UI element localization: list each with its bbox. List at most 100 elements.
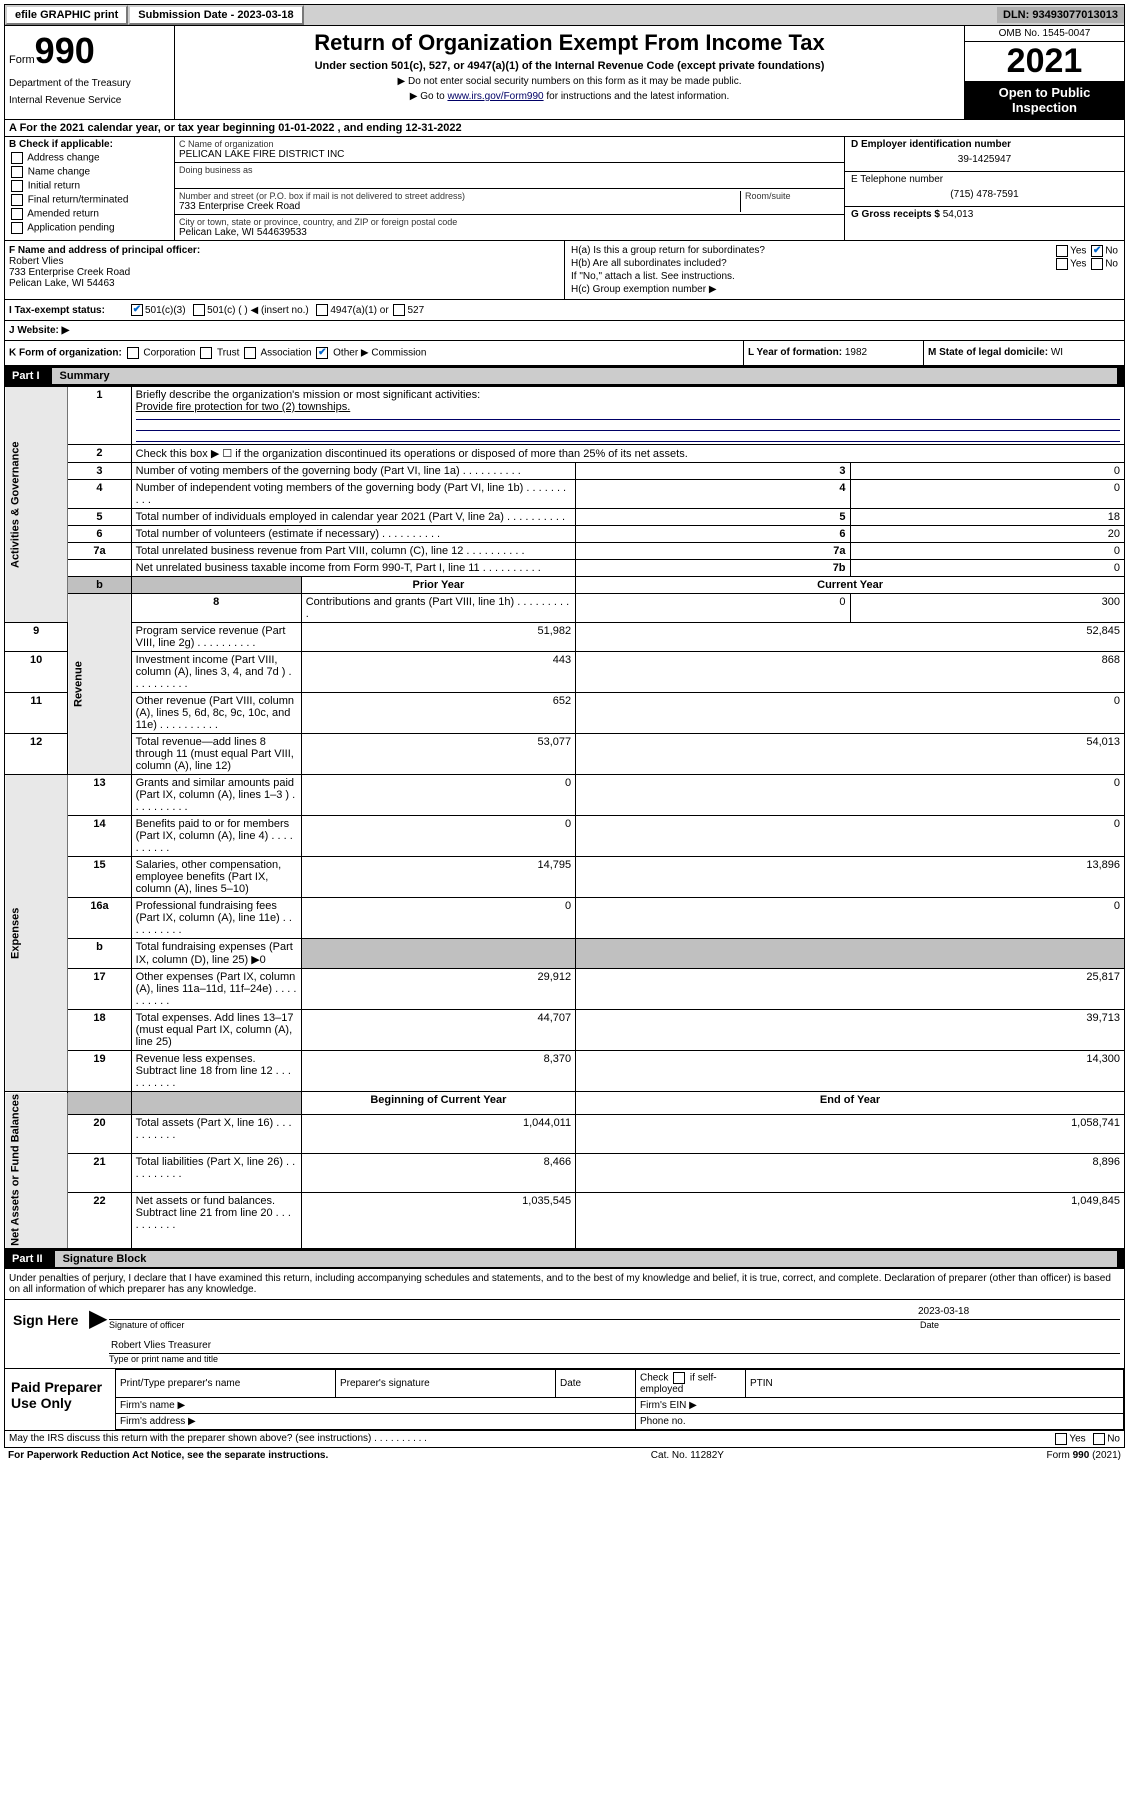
cb-527[interactable]: [393, 304, 405, 316]
form-header: Form990 Department of the Treasury Inter…: [4, 26, 1125, 120]
instr-pre: ▶ Go to: [410, 91, 448, 102]
city-state-zip: Pelican Lake, WI 544639533: [179, 227, 840, 238]
net-line-22: Net assets or fund balances. Subtract li…: [131, 1193, 301, 1248]
dln-label: DLN: 93493077013013: [997, 7, 1124, 23]
cb-name-change[interactable]: Name change: [9, 166, 170, 178]
year-formation-label: L Year of formation:: [748, 347, 842, 358]
part-2-title: Signature Block: [55, 1251, 1117, 1267]
gov-line-6: Total number of volunteers (estimate if …: [131, 526, 575, 543]
dba-label: Doing business as: [179, 165, 840, 175]
officer-street: 733 Enterprise Creek Road: [9, 267, 560, 278]
cb-final-return[interactable]: Final return/terminated: [9, 194, 170, 206]
paid-preparer-label: Paid Preparer Use Only: [5, 1369, 115, 1430]
rev-line-12: Total revenue—add lines 8 through 11 (mu…: [131, 734, 301, 775]
cb-501c[interactable]: [193, 304, 205, 316]
section-k-l-m: K Form of organization: Corporation Trus…: [4, 341, 1125, 366]
tax-exempt-label: I Tax-exempt status:: [9, 305, 129, 316]
officer-city: Pelican Lake, WI 54463: [9, 278, 560, 289]
cb-501c3[interactable]: [131, 304, 143, 316]
discuss-no[interactable]: [1093, 1433, 1105, 1445]
ha-no[interactable]: [1091, 245, 1103, 257]
street-label: Number and street (or P.O. box if mail i…: [179, 191, 740, 201]
preparer-date-hdr: Date: [556, 1369, 636, 1397]
ha-label: H(a) Is this a group return for subordin…: [571, 245, 765, 256]
exp-line-14: Benefits paid to or for members (Part IX…: [131, 816, 301, 857]
cb-initial-return[interactable]: Initial return: [9, 180, 170, 192]
org-name-label: C Name of organization: [179, 139, 840, 149]
discuss-yes[interactable]: [1055, 1433, 1067, 1445]
phone-label: E Telephone number: [851, 174, 1118, 185]
tax-year: 2021: [965, 42, 1124, 81]
ptin-hdr: PTIN: [746, 1369, 1124, 1397]
cb-corp[interactable]: [127, 347, 139, 359]
ein-label: D Employer identification number: [851, 139, 1118, 150]
prior-year-hdr: Prior Year: [301, 577, 575, 594]
cb-other[interactable]: [316, 347, 328, 359]
cb-amended-return[interactable]: Amended return: [9, 208, 170, 220]
part-1-label: Part I: [12, 370, 48, 382]
form-org-label: K Form of organization:: [9, 348, 122, 359]
signer-name: Robert Vlies Treasurer: [111, 1340, 211, 1351]
section-b: B Check if applicable: Address change Na…: [5, 137, 175, 240]
vtab-revenue: Revenue: [68, 594, 131, 775]
hb-no[interactable]: [1091, 258, 1103, 270]
firm-ein-label: Firm's EIN ▶: [636, 1397, 1124, 1413]
gov-line-7b: Net unrelated business taxable income fr…: [131, 560, 575, 577]
domicile-label: M State of legal domicile:: [928, 347, 1048, 358]
officer-name: Robert Vlies: [9, 256, 560, 267]
part-1-header: Part I Summary: [4, 366, 1125, 386]
form-number: 990: [35, 30, 95, 71]
hb-note: If "No," attach a list. See instructions…: [571, 271, 1118, 282]
org-name: PELICAN LAKE FIRE DISTRICT INC: [179, 149, 840, 160]
cb-4947[interactable]: [316, 304, 328, 316]
part-1-title: Summary: [52, 368, 1117, 384]
exp-line-13: Grants and similar amounts paid (Part IX…: [131, 775, 301, 816]
exp-line-17: Other expenses (Part IX, column (A), lin…: [131, 969, 301, 1010]
preparer-name-hdr: Print/Type preparer's name: [116, 1369, 336, 1397]
exp-line-19: Revenue less expenses. Subtract line 18 …: [131, 1051, 301, 1092]
date-label: Date: [920, 1320, 1120, 1330]
rev-line-9: Program service revenue (Part VIII, line…: [131, 623, 301, 652]
cb-application-pending[interactable]: Application pending: [9, 222, 170, 234]
summary-table: Activities & Governance 1 Briefly descri…: [4, 386, 1125, 1249]
instruction-link: ▶ Go to www.irs.gov/Form990 for instruct…: [179, 91, 960, 102]
part-2-label: Part II: [12, 1253, 51, 1265]
firm-name-label: Firm's name ▶: [116, 1397, 636, 1413]
gov-line-5: Total number of individuals employed in …: [131, 509, 575, 526]
cb-self-employed[interactable]: [673, 1372, 685, 1384]
paid-preparer-block: Paid Preparer Use Only Print/Type prepar…: [4, 1369, 1125, 1431]
vtab-net-assets: Net Assets or Fund Balances: [5, 1092, 68, 1249]
form-word: Form: [9, 54, 35, 66]
gross-receipts-value: 54,013: [943, 209, 974, 220]
part-2-header: Part II Signature Block: [4, 1249, 1125, 1269]
irs-link[interactable]: www.irs.gov/Form990: [447, 91, 543, 102]
entity-block: B Check if applicable: Address change Na…: [4, 137, 1125, 241]
section-i: I Tax-exempt status: 501(c)(3) 501(c) ( …: [4, 300, 1125, 321]
exp-line-15: Salaries, other compensation, employee b…: [131, 857, 301, 898]
ha-yes[interactable]: [1056, 245, 1068, 257]
year-formation-value: 1982: [845, 347, 867, 358]
cb-trust[interactable]: [200, 347, 212, 359]
sign-here-label: Sign Here: [9, 1304, 89, 1364]
efile-print-button[interactable]: efile GRAPHIC print: [5, 5, 128, 25]
gov-line-3: Number of voting members of the governin…: [131, 463, 575, 480]
omb-number: OMB No. 1545-0047: [965, 26, 1124, 42]
submission-date-button[interactable]: Submission Date - 2023-03-18: [128, 5, 303, 25]
top-bar: efile GRAPHIC print Submission Date - 20…: [4, 4, 1125, 26]
firm-phone-label: Phone no.: [636, 1413, 1124, 1429]
tax-period: A For the 2021 calendar year, or tax yea…: [4, 120, 1125, 137]
net-line-20: Total assets (Part X, line 16): [131, 1114, 301, 1153]
section-j: J Website: ▶: [4, 321, 1125, 341]
discuss-text: May the IRS discuss this return with the…: [9, 1433, 427, 1445]
cb-address-change[interactable]: Address change: [9, 152, 170, 164]
room-label: Room/suite: [745, 191, 840, 201]
rev-line-10: Investment income (Part VIII, column (A)…: [131, 652, 301, 693]
cb-assoc[interactable]: [244, 347, 256, 359]
open-public-badge: Open to Public Inspection: [965, 81, 1124, 119]
preparer-sig-hdr: Preparer's signature: [336, 1369, 556, 1397]
discuss-row: May the IRS discuss this return with the…: [4, 1431, 1125, 1448]
footer-mid: Cat. No. 11282Y: [651, 1450, 724, 1461]
hb-yes[interactable]: [1056, 258, 1068, 270]
right-info-col: D Employer identification number 39-1425…: [844, 137, 1124, 240]
instruction-ssn: ▶ Do not enter social security numbers o…: [179, 76, 960, 87]
